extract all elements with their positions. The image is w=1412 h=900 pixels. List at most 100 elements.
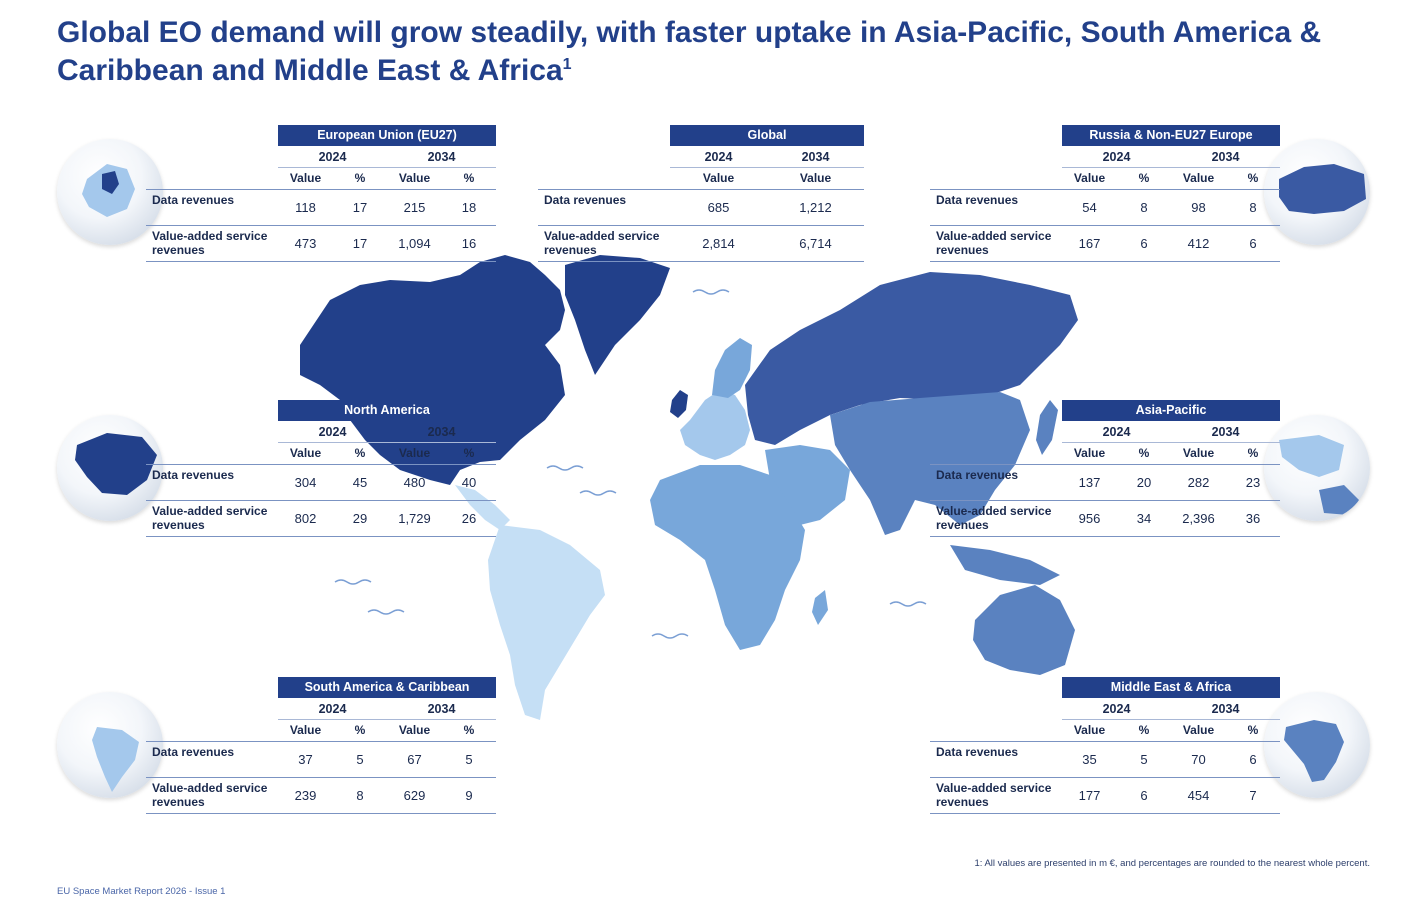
map-australia	[973, 585, 1075, 675]
col-value-2024: Value	[702, 171, 735, 185]
cell-value: 35	[1082, 752, 1097, 767]
map-madagascar	[812, 590, 828, 625]
col-value-2024: Value	[289, 723, 322, 737]
cell-value: 1,729	[398, 511, 431, 526]
row-data-revenues: Data revenues 304 45 480 40	[146, 464, 496, 500]
row-label-data: Data revenues	[936, 468, 1019, 482]
globe-middle-east-africa	[1264, 692, 1370, 798]
globe-north-america	[57, 415, 163, 521]
globe-russia-icon	[1279, 164, 1366, 214]
cell-value: 473	[294, 236, 317, 251]
panel-north-america: North America 2024 2034 Value % Value % …	[146, 400, 496, 537]
col-value-2034: Value	[398, 446, 431, 460]
panel-global-title: Global	[670, 125, 864, 146]
cell-pct: 9	[465, 788, 473, 803]
panel-middle-east-africa-title: Middle East & Africa	[1062, 677, 1280, 698]
map-africa	[650, 465, 805, 650]
cell-value: 98	[1191, 200, 1206, 215]
row-vas-revenues: Value-added service revenues 956 34 2,39…	[930, 500, 1280, 537]
cell-pct: 20	[1136, 475, 1152, 490]
cell-pct: 45	[352, 475, 368, 490]
cell-value: 2,814	[702, 236, 735, 251]
cell-pct: 29	[352, 511, 368, 526]
cell-value: 629	[403, 788, 426, 803]
col-value-2024: Value	[289, 171, 322, 185]
cell-pct: 34	[1136, 511, 1152, 526]
row-label-data: Data revenues	[936, 745, 1019, 759]
globe-eu-icon	[82, 164, 135, 217]
cell-value: 54	[1082, 200, 1097, 215]
row-label-data: Data revenues	[152, 193, 235, 207]
col-pct-2034: %	[1247, 446, 1259, 460]
cell-value: 412	[1187, 236, 1210, 251]
col-pct-2024: %	[354, 171, 366, 185]
cell-pct: 17	[352, 236, 368, 251]
row-label-data: Data revenues	[936, 193, 1019, 207]
cell-pct: 23	[1245, 475, 1261, 490]
page-title-text: Global EO demand will grow steadily, wit…	[57, 16, 1322, 87]
year-2024-header: 2024	[278, 699, 387, 720]
cell-value: 282	[1187, 475, 1210, 490]
col-pct-2034: %	[463, 446, 475, 460]
panel-eu-title: European Union (EU27)	[278, 125, 496, 146]
row-vas-revenues: Value-added service revenues 177 6 454 7	[930, 777, 1280, 814]
year-2034-header: 2034	[1171, 147, 1280, 168]
globe-middle-east-africa-icon	[1284, 720, 1344, 782]
row-label-vas: Value-added service revenues	[936, 504, 1052, 532]
cell-value: 70	[1191, 752, 1206, 767]
cell-value: 215	[403, 200, 426, 215]
year-2024-header: 2024	[670, 147, 767, 168]
col-pct-2024: %	[354, 723, 366, 737]
map-uk	[670, 390, 688, 418]
cell-pct: 7	[1249, 788, 1257, 803]
cell-value: 802	[294, 511, 317, 526]
year-2024-header: 2024	[1062, 699, 1171, 720]
cell-value: 6,714	[799, 236, 832, 251]
row-data-revenues: Data revenues 685 1,212	[538, 189, 864, 225]
row-data-revenues: Data revenues 118 17 215 18	[146, 189, 496, 225]
cell-pct: 16	[461, 236, 477, 251]
cell-pct: 8	[1140, 200, 1148, 215]
year-2024-header: 2024	[278, 147, 387, 168]
panel-asia-pacific: Asia-Pacific 2024 2034 Value % Value % D…	[930, 400, 1280, 537]
cell-value: 137	[1078, 475, 1101, 490]
map-central-america	[455, 485, 510, 530]
row-label-vas: Value-added service revenues	[544, 229, 660, 257]
map-russia	[745, 272, 1078, 445]
col-value-2034: Value	[1182, 723, 1215, 737]
panel-south-america-title: South America & Caribbean	[278, 677, 496, 698]
row-label-vas: Value-added service revenues	[152, 229, 268, 257]
year-2034-header: 2034	[1171, 699, 1280, 720]
cell-value: 167	[1078, 236, 1101, 251]
cell-pct: 40	[461, 475, 477, 490]
cell-value: 956	[1078, 511, 1101, 526]
row-label-vas: Value-added service revenues	[152, 781, 268, 809]
row-vas-revenues: Value-added service revenues 2,814 6,714	[538, 225, 864, 262]
year-2034-header: 2034	[387, 699, 496, 720]
col-pct-2034: %	[463, 171, 475, 185]
year-2024-header: 2024	[1062, 422, 1171, 443]
col-value-2034: Value	[799, 171, 832, 185]
map-north-america	[300, 255, 565, 485]
map-asia	[830, 392, 1030, 535]
cell-value: 2,396	[1182, 511, 1215, 526]
map-japan	[1036, 400, 1058, 455]
year-2034-header: 2034	[387, 422, 496, 443]
row-label-vas: Value-added service revenues	[936, 781, 1052, 809]
col-value-2024: Value	[1073, 723, 1106, 737]
cell-pct: 6	[1249, 236, 1257, 251]
globe-asia-pacific-icon	[1279, 435, 1359, 515]
globe-asia-pacific	[1264, 415, 1370, 521]
col-pct-2024: %	[354, 446, 366, 460]
panel-russia-title: Russia & Non-EU27 Europe	[1062, 125, 1280, 146]
col-pct-2024: %	[1138, 723, 1150, 737]
footer-report-name: EU Space Market Report 2026 - Issue 1	[57, 886, 226, 897]
cell-value: 304	[294, 475, 317, 490]
panel-russia: Russia & Non-EU27 Europe 2024 2034 Value…	[930, 125, 1280, 262]
row-vas-revenues: Value-added service revenues 239 8 629 9	[146, 777, 496, 814]
row-data-revenues: Data revenues 35 5 70 6	[930, 741, 1280, 777]
cell-value: 1,094	[398, 236, 431, 251]
cell-value: 454	[1187, 788, 1210, 803]
row-vas-revenues: Value-added service revenues 167 6 412 6	[930, 225, 1280, 262]
